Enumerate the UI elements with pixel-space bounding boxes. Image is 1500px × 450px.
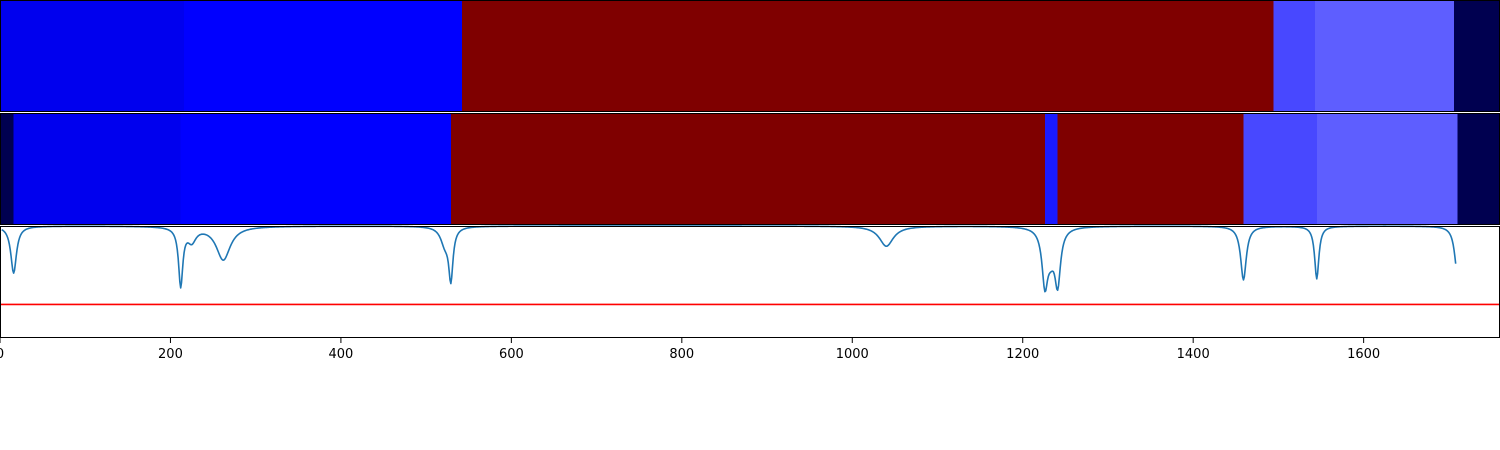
segment-2-8	[1316, 113, 1458, 225]
panel-1-segments	[0, 0, 1500, 112]
segment-1-3	[461, 0, 1274, 112]
segment-2-4	[450, 113, 1045, 225]
segment-2-5	[1044, 113, 1058, 225]
series-line	[1, 225, 1457, 293]
panel-3-frame	[0, 226, 1500, 338]
x-axis: 0 200 400 600 800 1000 1200 1400 1600	[0, 338, 1380, 362]
x-tick-label-400: 400	[328, 347, 353, 362]
segment-1-6	[1453, 0, 1500, 112]
x-tick-label-200: 200	[158, 347, 183, 362]
segment-2-9	[1457, 113, 1500, 225]
segment-1-1	[0, 0, 185, 112]
x-tick-label-0: 0	[0, 347, 4, 362]
segment-1-5	[1315, 0, 1454, 112]
segment-2-2	[13, 113, 181, 225]
x-tick-label-800: 800	[669, 347, 694, 362]
segment-2-3	[180, 113, 451, 225]
segment-2-7	[1243, 113, 1317, 225]
panel-2-segments	[0, 113, 1500, 225]
x-tick-label-600: 600	[499, 347, 524, 362]
x-tick-label-1400: 1400	[1177, 347, 1210, 362]
segment-1-2	[184, 0, 462, 112]
segment-1-4	[1273, 0, 1316, 112]
segment-2-6	[1057, 113, 1244, 225]
panel-3-line	[0, 225, 1500, 338]
x-tick-label-1200: 1200	[1006, 347, 1039, 362]
x-tick-label-1600: 1600	[1347, 347, 1380, 362]
segment-2-1	[0, 113, 14, 225]
x-tick-label-1000: 1000	[836, 347, 869, 362]
